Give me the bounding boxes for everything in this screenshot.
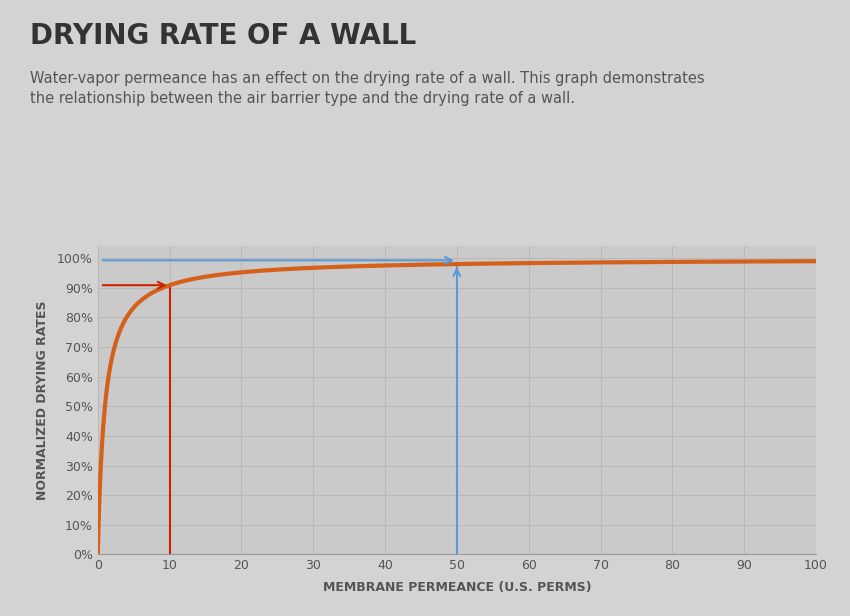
- Y-axis label: NORMALIZED DRYING RATES: NORMALIZED DRYING RATES: [36, 301, 48, 500]
- Text: DRYING RATE OF A WALL: DRYING RATE OF A WALL: [30, 22, 416, 49]
- Text: Water-vapor permeance has an effect on the drying rate of a wall. This graph dem: Water-vapor permeance has an effect on t…: [30, 71, 705, 105]
- X-axis label: MEMBRANE PERMEANCE (U.S. PERMS): MEMBRANE PERMEANCE (U.S. PERMS): [322, 581, 592, 594]
